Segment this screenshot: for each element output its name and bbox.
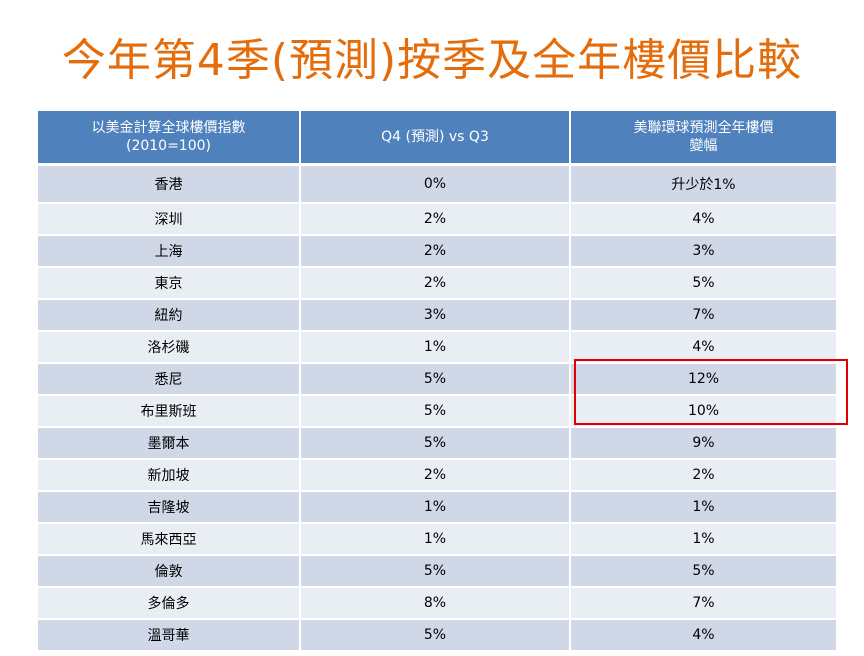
header-index-title: 以美金計算全球樓價指數	[91, 120, 246, 136]
table-row: 溫哥華 5% 4%	[38, 619, 836, 652]
annual-cell: 1%	[570, 491, 836, 524]
table-row: 吉隆坡 1% 1%	[38, 491, 836, 524]
city-cell: 馬來西亞	[38, 523, 301, 556]
annual-cell: 4%	[570, 331, 836, 364]
city-cell: 深圳	[38, 203, 301, 236]
table-row: 洛杉磯 1% 4%	[38, 331, 836, 364]
q4-cell: 2%	[300, 267, 571, 300]
city-cell: 墨爾本	[38, 427, 301, 460]
annual-cell: 3%	[570, 235, 836, 268]
header-annual-change: 美聯環球預測全年樓價 變幅	[570, 111, 836, 166]
q4-cell: 2%	[300, 235, 571, 268]
city-cell: 東京	[38, 267, 301, 300]
table-row: 香港 0% 升少於1%	[38, 164, 836, 204]
city-cell: 吉隆坡	[38, 491, 301, 524]
city-cell: 上海	[38, 235, 301, 268]
table-row: 馬來西亞 1% 1%	[38, 523, 836, 556]
q4-cell: 1%	[300, 523, 571, 556]
table-row: 新加坡 2% 2%	[38, 459, 836, 492]
city-cell: 洛杉磯	[38, 331, 301, 364]
table-row: 布里斯班 5% 10%	[38, 395, 836, 428]
q4-cell: 1%	[300, 331, 571, 364]
header-q4-vs-q3: Q4 (預測) vs Q3	[300, 111, 571, 166]
city-cell: 布里斯班	[38, 395, 301, 428]
table-row: 倫敦 5% 5%	[38, 555, 836, 588]
q4-cell: 3%	[300, 299, 571, 332]
table-header-row: 以美金計算全球樓價指數 (2010=100) Q4 (預測) vs Q3 美聯環…	[38, 111, 836, 166]
price-comparison-table: 以美金計算全球樓價指數 (2010=100) Q4 (預測) vs Q3 美聯環…	[38, 111, 836, 652]
q4-cell: 8%	[300, 587, 571, 620]
annual-cell: 10%	[570, 395, 836, 428]
annual-cell: 1%	[570, 523, 836, 556]
table-row: 多倫多 8% 7%	[38, 587, 836, 620]
city-cell: 新加坡	[38, 459, 301, 492]
annual-cell: 2%	[570, 459, 836, 492]
table-row: 墨爾本 5% 9%	[38, 427, 836, 460]
table-row: 紐約 3% 7%	[38, 299, 836, 332]
table-row: 悉尼 5% 12%	[38, 363, 836, 396]
q4-cell: 0%	[300, 164, 571, 204]
annual-cell: 7%	[570, 587, 836, 620]
q4-cell: 5%	[300, 555, 571, 588]
city-cell: 溫哥華	[38, 619, 301, 652]
annual-cell: 7%	[570, 299, 836, 332]
annual-cell: 12%	[570, 363, 836, 396]
header-index-base: (2010=100)	[125, 138, 211, 154]
q4-cell: 5%	[300, 395, 571, 428]
city-cell: 倫敦	[38, 555, 301, 588]
q4-cell: 5%	[300, 619, 571, 652]
city-cell: 香港	[38, 164, 301, 204]
q4-cell: 5%	[300, 427, 571, 460]
header-index: 以美金計算全球樓價指數 (2010=100)	[38, 111, 301, 166]
header-annual-sub: 變幅	[689, 138, 718, 154]
annual-cell: 5%	[570, 555, 836, 588]
city-cell: 多倫多	[38, 587, 301, 620]
annual-cell: 5%	[570, 267, 836, 300]
q4-cell: 2%	[300, 203, 571, 236]
annual-cell: 升少於1%	[570, 164, 836, 204]
table-row: 深圳 2% 4%	[38, 203, 836, 236]
table-row: 東京 2% 5%	[38, 267, 836, 300]
q4-cell: 1%	[300, 491, 571, 524]
city-cell: 紐約	[38, 299, 301, 332]
page-title: 今年第4季(預測)按季及全年樓價比較	[61, 35, 803, 86]
q4-cell: 2%	[300, 459, 571, 492]
annual-cell: 4%	[570, 619, 836, 652]
annual-cell: 4%	[570, 203, 836, 236]
annual-cell: 9%	[570, 427, 836, 460]
header-annual-title: 美聯環球預測全年樓價	[633, 120, 774, 136]
city-cell: 悉尼	[38, 363, 301, 396]
table-row: 上海 2% 3%	[38, 235, 836, 268]
q4-cell: 5%	[300, 363, 571, 396]
